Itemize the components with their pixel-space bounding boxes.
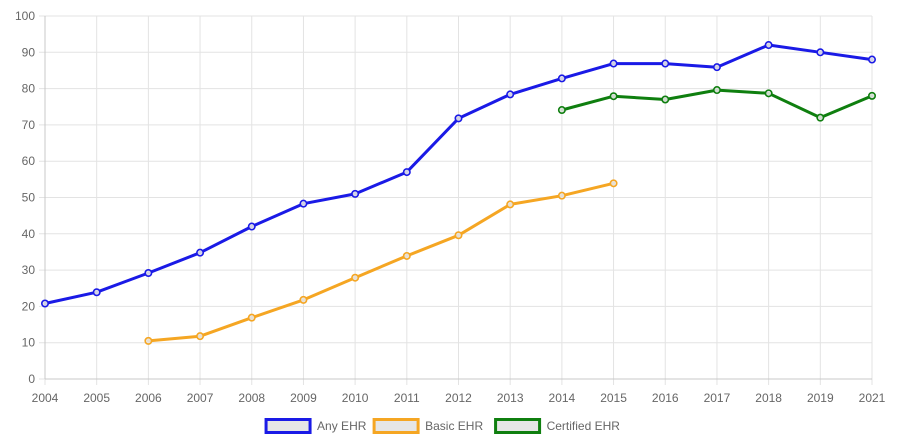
legend-item-certified-ehr[interactable]: Certified EHR xyxy=(494,418,621,434)
basic-ehr-series-line xyxy=(146,181,616,343)
x-tick-label: 2013 xyxy=(497,391,524,405)
any-ehr-point[interactable] xyxy=(867,55,876,64)
x-tick-label: 2014 xyxy=(549,391,576,405)
x-tick-label: 2019 xyxy=(807,391,834,405)
x-tick-label: 2012 xyxy=(445,391,472,405)
legend-item-any-ehr[interactable]: Any EHR xyxy=(264,418,367,434)
basic-ehr-point[interactable] xyxy=(506,200,515,209)
basic-ehr-point[interactable] xyxy=(247,313,256,322)
legend-swatch xyxy=(264,418,312,434)
x-tick-label: 2007 xyxy=(187,391,214,405)
x-tick-label: 2009 xyxy=(290,391,317,405)
x-tick-label: 2010 xyxy=(342,391,369,405)
any-ehr-point[interactable] xyxy=(402,168,411,177)
x-tick-label: 2015 xyxy=(600,391,627,405)
any-ehr-point[interactable] xyxy=(247,222,256,231)
x-tick-label: 2021 xyxy=(859,391,886,405)
y-tick-label: 100 xyxy=(15,9,35,23)
certified-ehr-point[interactable] xyxy=(661,95,670,104)
basic-ehr-point[interactable] xyxy=(351,273,360,282)
legend-swatch xyxy=(494,418,542,434)
any-ehr-point[interactable] xyxy=(351,189,360,198)
basic-ehr-point[interactable] xyxy=(557,191,566,200)
x-tick-label: 2011 xyxy=(394,391,420,405)
certified-ehr-point[interactable] xyxy=(867,91,876,100)
y-tick-label: 30 xyxy=(22,263,36,277)
y-tick-label: 60 xyxy=(22,154,36,168)
any-ehr-point[interactable] xyxy=(506,90,515,99)
any-ehr-point[interactable] xyxy=(557,74,566,83)
y-tick-label: 50 xyxy=(22,191,36,205)
any-ehr-point[interactable] xyxy=(609,59,618,68)
legend[interactable]: Any EHR Basic EHR Certified EHR xyxy=(264,418,621,434)
y-tick-label: 70 xyxy=(22,118,36,132)
certified-ehr-point[interactable] xyxy=(816,113,825,122)
any-ehr-point[interactable] xyxy=(764,41,773,50)
any-ehr-point[interactable] xyxy=(40,299,49,308)
basic-ehr-point[interactable] xyxy=(609,179,618,188)
any-ehr-point[interactable] xyxy=(454,114,463,123)
x-tick-label: 2008 xyxy=(238,391,265,405)
x-tick-label: 2004 xyxy=(32,391,59,405)
y-tick-label: 40 xyxy=(22,227,36,241)
basic-ehr-point[interactable] xyxy=(402,251,411,260)
grid-layer xyxy=(39,15,873,385)
any-ehr-point[interactable] xyxy=(712,63,721,72)
any-ehr-point[interactable] xyxy=(816,48,825,57)
y-tick-label: 10 xyxy=(22,336,36,350)
legend-swatch xyxy=(372,418,420,434)
any-ehr-point[interactable] xyxy=(92,288,101,297)
basic-ehr-point[interactable] xyxy=(144,336,153,345)
any-ehr-point[interactable] xyxy=(661,59,670,68)
y-tick-label: 20 xyxy=(22,299,36,313)
y-tick-label: 0 xyxy=(28,372,35,386)
y-tick-label: 80 xyxy=(22,82,36,96)
certified-ehr-point[interactable] xyxy=(557,106,566,115)
x-tick-label: 2018 xyxy=(755,391,782,405)
certified-ehr-point[interactable] xyxy=(764,89,773,98)
legend-label: Any EHR xyxy=(317,419,367,433)
any-ehr-point[interactable] xyxy=(299,199,308,208)
any-ehr-point[interactable] xyxy=(144,269,153,278)
certified-ehr-point[interactable] xyxy=(609,92,618,101)
x-tick-label: 2006 xyxy=(135,391,162,405)
x-tick-label: 2005 xyxy=(83,391,110,405)
legend-item-basic-ehr[interactable]: Basic EHR xyxy=(372,418,483,434)
basic-ehr-point[interactable] xyxy=(299,295,308,304)
y-tick-label: 90 xyxy=(22,45,36,59)
certified-ehr-point[interactable] xyxy=(712,86,721,95)
basic-ehr-point[interactable] xyxy=(454,231,463,240)
x-tick-label: 2017 xyxy=(704,391,731,405)
legend-label: Basic EHR xyxy=(425,419,483,433)
legend-label: Certified EHR xyxy=(547,419,621,433)
x-tick-label: 2016 xyxy=(652,391,679,405)
axis-layer: 0 10 20 30 40 50 60 70 80 90 100 2004 2005 2006 2007 20… xyxy=(15,9,886,405)
series-layer xyxy=(40,41,876,345)
any-ehr-point[interactable] xyxy=(196,248,205,257)
basic-ehr-point[interactable] xyxy=(196,332,205,341)
